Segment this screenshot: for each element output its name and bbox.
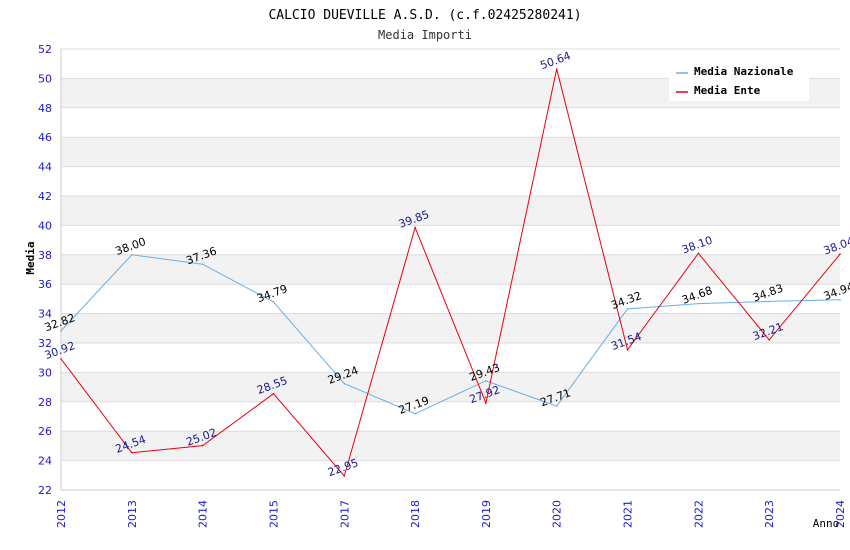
y-tick-label: 34 — [38, 308, 52, 321]
legend-box — [669, 62, 809, 101]
data-point — [60, 358, 62, 360]
y-tick-label: 26 — [38, 425, 52, 438]
data-label: 50.64 — [539, 49, 573, 72]
x-tick-label: 2014 — [197, 500, 210, 528]
data-label: 38.04 — [822, 234, 850, 257]
data-point — [201, 444, 204, 447]
x-tick-label: 2012 — [55, 500, 68, 528]
x-tick-label: 2015 — [267, 500, 280, 528]
data-point — [697, 252, 700, 255]
data-label: 34.32 — [609, 289, 643, 312]
y-tick-label: 42 — [38, 190, 52, 203]
x-axis-label: Anno — [813, 517, 840, 530]
x-tick-label: 2013 — [126, 500, 139, 528]
x-tick-label: 2023 — [763, 500, 776, 528]
data-point — [485, 379, 487, 382]
x-tick-label: 2024 — [834, 500, 847, 528]
data-point — [131, 451, 133, 454]
chart-title: CALCIO DUEVILLE A.S.D. (c.f.02425280241) — [268, 8, 581, 23]
grid-band — [61, 313, 840, 343]
data-point — [626, 348, 629, 351]
data-label: 38.10 — [680, 234, 714, 257]
data-point — [343, 382, 346, 385]
grid-band — [61, 137, 840, 167]
y-tick-label: 50 — [38, 72, 52, 85]
data-point — [201, 263, 204, 266]
x-tick-label: 2021 — [622, 500, 635, 528]
y-tick-label: 48 — [38, 102, 52, 115]
data-point — [272, 301, 275, 303]
y-tick-label: 52 — [38, 43, 52, 56]
y-tick-label: 36 — [38, 278, 52, 291]
grid-bands — [61, 78, 840, 461]
data-point — [131, 254, 133, 256]
data-point — [343, 475, 346, 477]
series-line-media-nazionale — [60, 254, 841, 415]
data-point — [60, 330, 62, 332]
grid-lines — [60, 48, 840, 491]
data-point — [768, 300, 770, 303]
x-tick-label: 2019 — [480, 500, 493, 528]
y-axis-ticks: 22 24 26 28 30 32 34 36 38 40 42 44 46 48 50 52 — [38, 43, 52, 497]
data-point — [697, 302, 700, 305]
data-point — [768, 339, 770, 341]
data-point — [485, 402, 487, 404]
x-axis-ticks: 2012 2013 2014 2015 2017 2018 2019 2020 2021 2022… — [55, 500, 847, 528]
x-tick-label: 2018 — [409, 500, 422, 528]
data-point — [555, 405, 558, 407]
data-point — [839, 253, 841, 256]
x-tick-label: 2020 — [551, 500, 564, 528]
series-line-media-ente — [60, 68, 841, 478]
y-tick-label: 24 — [38, 455, 52, 468]
data-point — [839, 298, 841, 301]
x-tick-label: 2017 — [338, 500, 351, 528]
y-tick-label: 32 — [38, 337, 52, 350]
grid-band — [61, 196, 840, 226]
y-tick-label: 40 — [38, 219, 52, 232]
data-point — [626, 308, 629, 310]
legend-label-media-ente: Media Ente — [694, 84, 761, 97]
y-axis-label: Media — [24, 241, 37, 274]
y-tick-label: 22 — [38, 484, 52, 497]
y-tick-label: 38 — [38, 249, 52, 262]
data-point — [414, 226, 416, 229]
y-tick-label: 46 — [38, 131, 52, 144]
x-tick-label: 2022 — [692, 500, 705, 528]
y-tick-label: 30 — [38, 366, 52, 379]
chart-legend: Media Nazionale Media Ente — [669, 62, 809, 101]
grid-band — [61, 254, 840, 285]
data-point — [555, 68, 558, 70]
grid-band — [61, 431, 840, 461]
series-lines — [60, 68, 841, 478]
legend-label-media-nazionale: Media Nazionale — [694, 65, 794, 78]
y-tick-label: 44 — [38, 161, 52, 174]
chart-subtitle: Media Importi — [378, 28, 472, 42]
y-tick-label: 28 — [38, 396, 52, 409]
data-point — [272, 392, 275, 395]
data-point — [414, 412, 416, 415]
